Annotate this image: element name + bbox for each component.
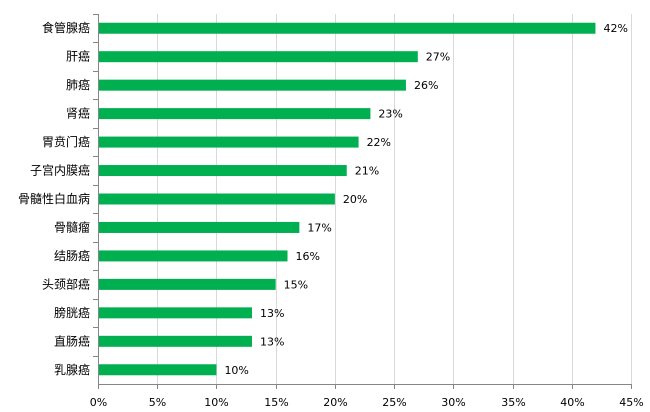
data-label: 16% [296, 250, 320, 263]
bar [99, 364, 217, 376]
category-labels: 食管腺癌肝癌肺癌肾癌胃贲门癌子宫内膜癌骨髓性白血病骨髓瘤结肠癌头颈部癌膀胱癌直肠… [18, 20, 90, 377]
category-label: 头颈部癌 [42, 276, 90, 291]
data-label: 13% [260, 335, 284, 348]
data-label: 15% [284, 278, 308, 291]
x-tick-label: 35% [501, 396, 525, 409]
category-label: 肾癌 [66, 106, 90, 121]
bar [99, 136, 359, 148]
bar [99, 22, 596, 34]
x-tick-label: 25% [382, 396, 406, 409]
category-label: 结肠癌 [54, 248, 90, 263]
x-tick-labels: 0% 5% 10% 15% 20% 25% 30% 35% 40% 45% [90, 396, 644, 409]
data-label: 10% [224, 364, 248, 377]
data-label: 13% [260, 307, 284, 320]
x-tick-label: 10% [204, 396, 228, 409]
bar [99, 307, 252, 319]
x-tick-label: 40% [560, 396, 584, 409]
category-label: 直肠癌 [54, 333, 90, 348]
bar [99, 51, 418, 63]
category-label: 乳腺癌 [54, 362, 90, 377]
bar [99, 278, 276, 290]
category-label: 子宫内膜癌 [30, 163, 90, 178]
category-label: 骨髓性白血病 [18, 191, 90, 206]
gridlines [157, 14, 632, 384]
data-label: 23% [378, 108, 402, 121]
category-label: 骨髓瘤 [54, 219, 90, 234]
value-labels: 42% 27% 26% 23% 22% 21% 20% 17% 16% 15% 13% 13% 10% [224, 22, 627, 377]
axes [93, 14, 632, 389]
data-label: 42% [603, 22, 627, 35]
x-tick-label: 0% [90, 396, 107, 409]
bar [99, 250, 288, 262]
data-label: 27% [426, 51, 450, 64]
category-label: 胃贲门癌 [42, 134, 90, 149]
x-tick-label: 20% [323, 396, 347, 409]
bar [99, 221, 300, 233]
data-label: 20% [343, 193, 367, 206]
data-label: 22% [367, 136, 391, 149]
data-label: 26% [414, 79, 438, 92]
bar [99, 165, 347, 177]
data-label: 21% [355, 165, 379, 178]
x-tick-label: 45% [619, 396, 643, 409]
x-tick-label: 15% [264, 396, 288, 409]
bar [99, 193, 335, 205]
data-label: 17% [307, 221, 331, 234]
x-tick-label: 5% [149, 396, 166, 409]
category-label: 膀胱癌 [54, 305, 90, 320]
category-label: 食管腺癌 [42, 20, 90, 35]
category-label: 肺癌 [66, 77, 90, 92]
bar [99, 108, 371, 120]
bar [99, 79, 406, 91]
category-label: 肝癌 [66, 49, 90, 64]
bar [99, 335, 252, 347]
bars [99, 22, 596, 376]
x-tick-label: 30% [441, 396, 465, 409]
